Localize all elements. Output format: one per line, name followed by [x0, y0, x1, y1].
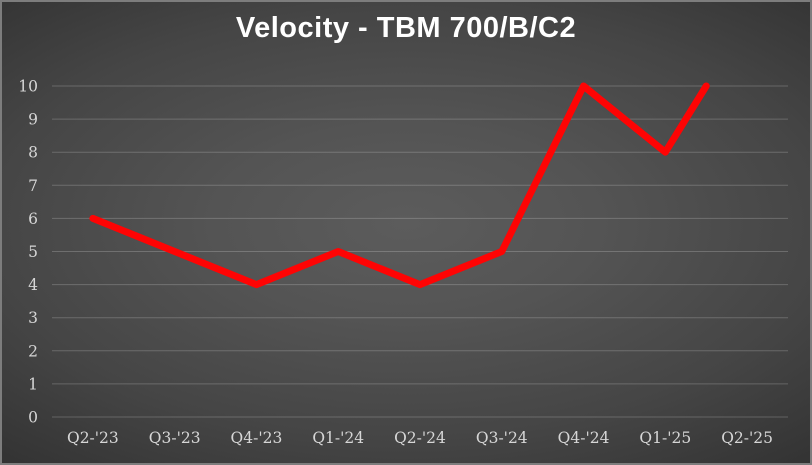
- y-axis-tick-label: 7: [28, 177, 38, 195]
- y-axis-tick-label: 0: [28, 409, 38, 427]
- x-axis-category-label: Q3-'24: [476, 429, 528, 447]
- y-axis-tick-label: 3: [28, 309, 38, 327]
- y-axis-tick-label: 4: [28, 276, 38, 294]
- x-axis-category-label: Q2-'24: [394, 429, 446, 447]
- y-axis-tick-label: 6: [28, 210, 38, 228]
- x-axis-category-label: Q1-'25: [639, 429, 691, 447]
- x-axis-category-label: Q4-'23: [231, 429, 283, 447]
- y-axis-tick-label: 5: [28, 243, 38, 261]
- y-axis-tick-label: 10: [18, 78, 38, 96]
- y-axis-tick-label: 8: [28, 144, 38, 162]
- velocity-line-series: [89, 82, 710, 289]
- y-axis-tick-label: 9: [28, 111, 38, 129]
- x-axis-category-label: Q1-'24: [312, 429, 364, 447]
- x-axis-category-label: Q4-'24: [558, 429, 610, 447]
- x-axis-category-label: Q2-'23: [67, 429, 119, 447]
- y-axis-tick-label: 2: [28, 342, 38, 360]
- x-axis-category-label: Q2-'25: [721, 429, 773, 447]
- y-axis-tick-label: 1: [28, 375, 38, 393]
- x-axis-category-label: Q3-'23: [149, 429, 201, 447]
- chart-title: Velocity - TBM 700/B/C2: [235, 12, 577, 44]
